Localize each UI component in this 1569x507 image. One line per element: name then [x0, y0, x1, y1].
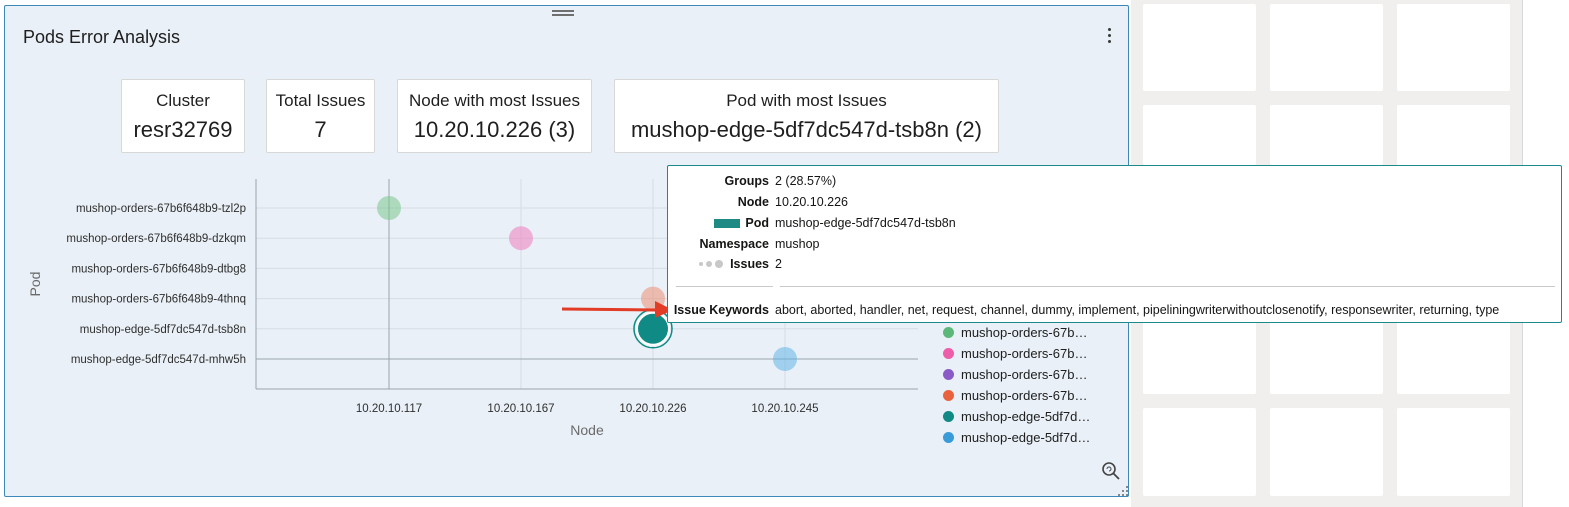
y-tick-label: mushop-edge-5df7dc547d-tsb8n [80, 324, 246, 336]
total-issues-value: 7 [314, 117, 327, 142]
cluster-card: Cluster resr32769 [121, 79, 245, 153]
placeholder-tile [1270, 408, 1383, 496]
node-most-issues-label: Node with most Issues [408, 91, 580, 110]
tooltip-divider [780, 286, 1555, 287]
placeholder-tile [1143, 4, 1256, 91]
tooltip-groups-value: 2 (28.57%) [775, 174, 837, 188]
x-tick-label: 10.20.10.117 [356, 403, 422, 415]
data-bubble [377, 196, 401, 220]
placeholder-tile [1270, 320, 1383, 394]
y-tick-label: mushop-orders-67b6f648b9-dzkqm [66, 233, 246, 245]
tooltip-issues-label: Issues [730, 257, 769, 271]
placeholder-tile [1270, 4, 1383, 91]
legend-label: mushop-orders-67b… [961, 367, 1088, 382]
data-bubble [773, 347, 797, 371]
legend-label: mushop-edge-5df7d… [961, 409, 1091, 424]
legend-label: mushop-orders-67b… [961, 325, 1088, 340]
x-tick-label: 10.20.10.167 [487, 403, 554, 415]
legend-dot-icon [943, 348, 954, 359]
tooltip-issues-value: 2 [775, 257, 782, 271]
pod-most-issues-card: Pod with most Issues mushop-edge-5df7dc5… [614, 79, 999, 153]
legend-item[interactable]: mushop-orders-67b… [943, 322, 1090, 343]
panel-title: Pods Error Analysis [23, 27, 181, 47]
legend-item[interactable]: mushop-edge-5df7d… [943, 427, 1090, 448]
tooltip-node-row: Node 10.20.10.226 [668, 193, 848, 211]
x-axis-title: Node [570, 422, 604, 438]
legend-dot-icon [943, 369, 954, 380]
node-most-issues-value: 10.20.10.226 (3) [413, 117, 576, 142]
y-tick-label: mushop-orders-67b6f648b9-tzl2p [76, 203, 246, 215]
tooltip-node-value: 10.20.10.226 [775, 195, 848, 209]
drag-handle-icon[interactable] [552, 10, 574, 16]
legend-item[interactable]: mushop-edge-5df7d… [943, 406, 1090, 427]
pod-most-issues-value: mushop-edge-5df7dc547d-tsb8n (2) [630, 117, 982, 142]
x-tick-label: 10.20.10.245 [751, 403, 818, 415]
placeholder-tile [1397, 320, 1510, 394]
legend-label: mushop-edge-5df7d… [961, 430, 1091, 445]
legend-label: mushop-orders-67b… [961, 388, 1088, 403]
y-tick-label: mushop-orders-67b6f648b9-4thnq [71, 294, 246, 306]
pods-error-analysis-panel: Pods Error Analysis Cluster resr32769 To… [4, 5, 1129, 497]
legend-dot-icon [943, 327, 954, 338]
tooltip-node-label: Node [737, 195, 769, 209]
cluster-value: resr32769 [133, 117, 233, 142]
y-tick-label: mushop-orders-67b6f648b9-dtbg8 [71, 263, 246, 275]
tooltip-keywords-label: Issue Keywords [673, 303, 769, 317]
tooltip-namespace-row: Namespace mushop [668, 235, 820, 253]
tooltip-keywords-value: abort, aborted, handler, net, request, c… [775, 303, 1500, 317]
zoom-reset-icon[interactable] [1101, 461, 1121, 481]
node-most-issues-card: Node with most Issues 10.20.10.226 (3) [397, 79, 592, 153]
tooltip-divider [676, 286, 773, 287]
tooltip-groups-row: Groups 2 (28.57%) [668, 172, 837, 190]
pod-most-issues-label: Pod with most Issues [726, 91, 887, 110]
data-bubble [509, 226, 533, 251]
legend-dot-icon [943, 432, 954, 443]
legend-item[interactable]: mushop-orders-67b… [943, 364, 1090, 385]
annotation-arrow [561, 301, 673, 318]
data-bubble [636, 311, 670, 346]
pod-color-swatch [714, 218, 741, 228]
tooltip-keywords-row: Issue Keywords abort, aborted, handler, … [668, 301, 1499, 319]
tooltip-pod-label: Pod [745, 216, 769, 230]
placeholder-tile [1270, 105, 1383, 165]
placeholder-tile [1143, 105, 1256, 165]
tooltip-namespace-value: mushop [775, 237, 820, 251]
y-tick-label: mushop-edge-5df7dc547d-mhw5h [71, 354, 246, 366]
resize-grip-icon[interactable] [1117, 484, 1129, 496]
total-issues-card: Total Issues 7 [266, 79, 375, 153]
y-axis-title: Pod [27, 272, 43, 297]
x-tick-label: 10.20.10.226 [619, 403, 686, 415]
tooltip-pod-row: Pod mushop-edge-5df7dc547d-tsb8n [668, 214, 956, 232]
bubble-size-icon [699, 260, 726, 268]
legend-label: mushop-orders-67b… [961, 346, 1088, 361]
total-issues-label: Total Issues [275, 91, 366, 110]
placeholder-tile [1397, 105, 1510, 165]
tooltip-issues-row: Issues 2 [668, 255, 782, 273]
kebab-menu-icon[interactable] [1105, 28, 1113, 46]
cluster-label: Cluster [156, 91, 210, 110]
legend-dot-icon [943, 411, 954, 422]
chart-legend: mushop-orders-67b… mushop-orders-67b… mush… [943, 322, 1090, 448]
data-point-tooltip: Groups 2 (28.57%) Node 10.20.10.226 Pod … [667, 165, 1562, 323]
placeholder-tile [1397, 4, 1510, 91]
legend-dot-icon [943, 390, 954, 401]
tooltip-pod-value: mushop-edge-5df7dc547d-tsb8n [775, 216, 956, 230]
placeholder-tile [1143, 320, 1256, 394]
placeholder-tile [1397, 408, 1510, 496]
tooltip-namespace-label: Namespace [699, 237, 770, 251]
tooltip-groups-label: Groups [724, 174, 769, 188]
legend-item[interactable]: mushop-orders-67b… [943, 343, 1090, 364]
legend-item[interactable]: mushop-orders-67b… [943, 385, 1090, 406]
placeholder-tile [1143, 408, 1256, 496]
